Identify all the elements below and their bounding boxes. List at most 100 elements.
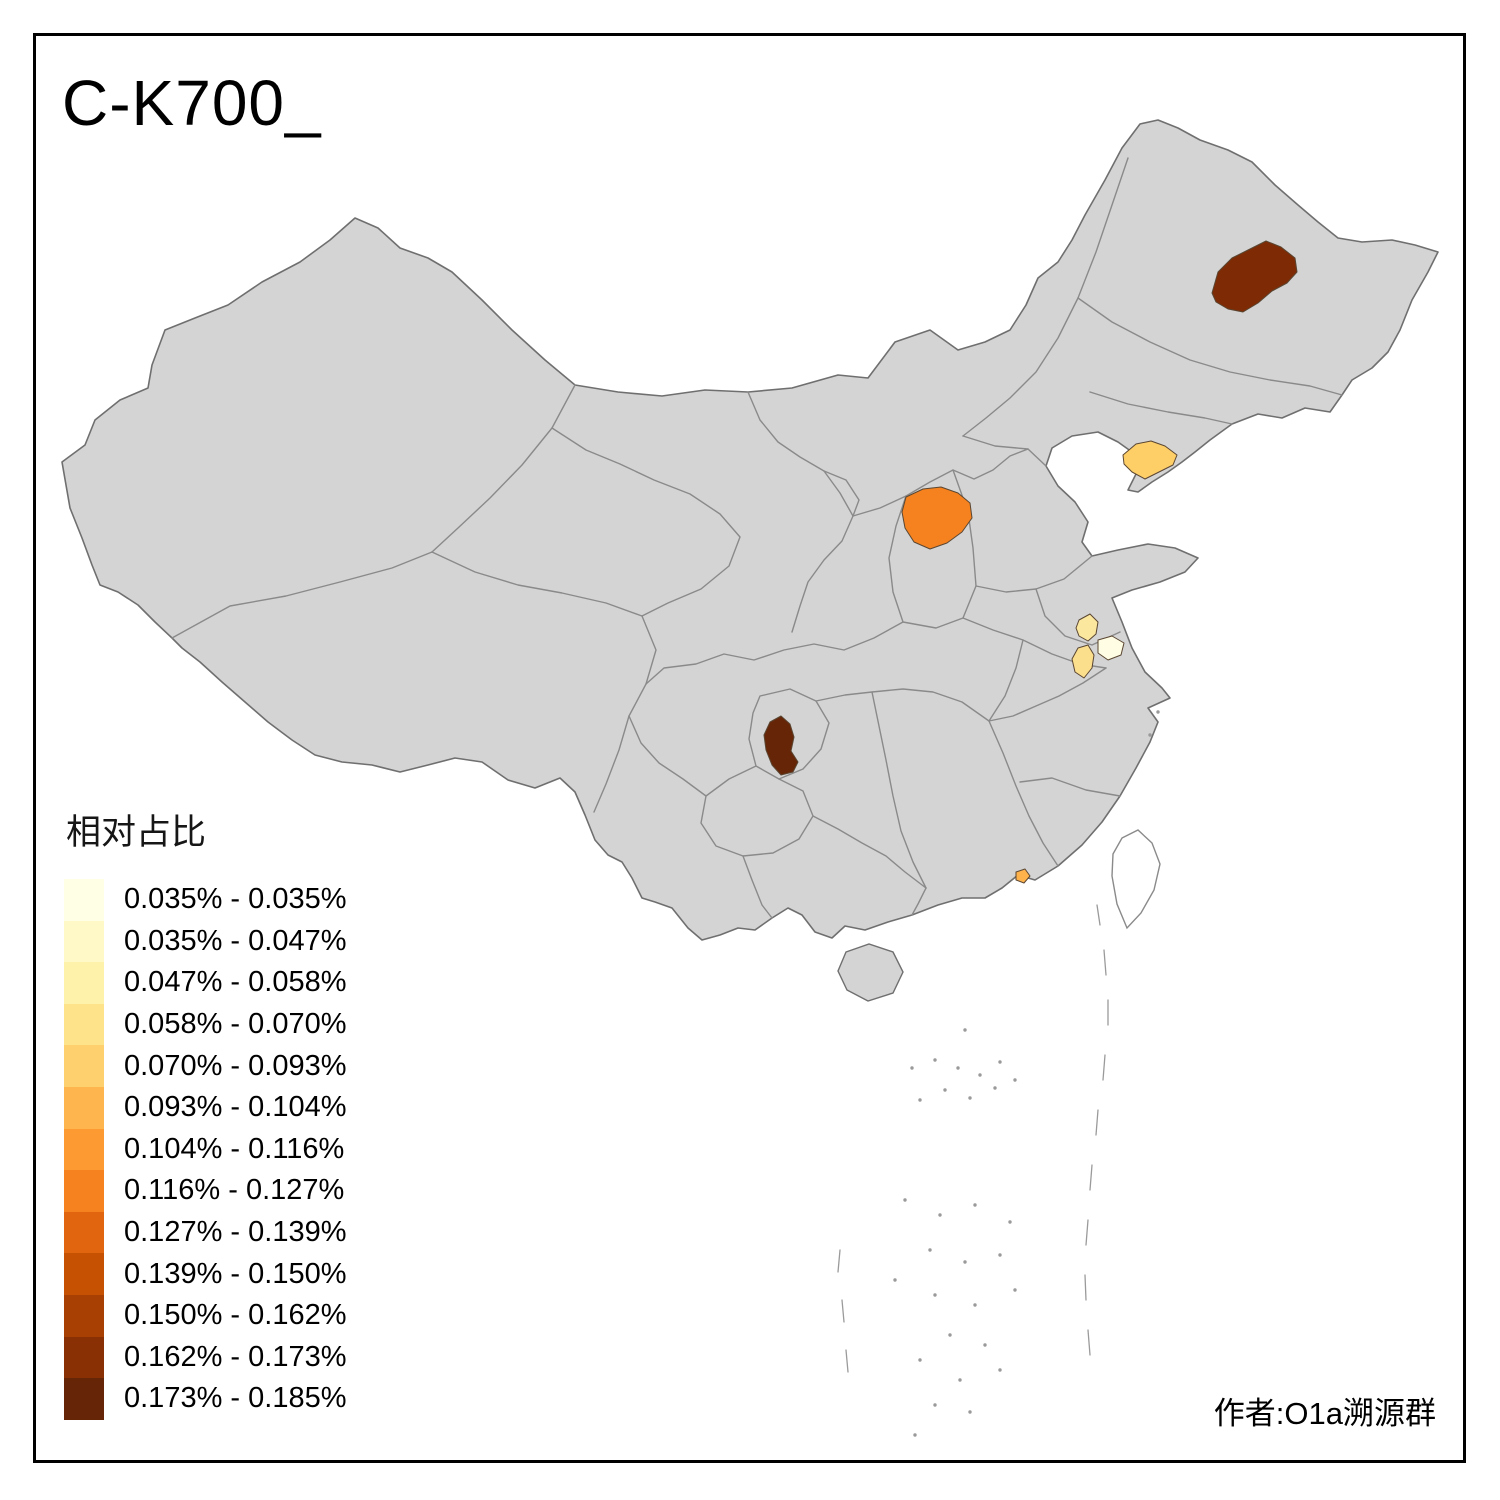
hainan-island <box>837 943 904 1002</box>
province-border <box>962 157 1129 437</box>
sea-boundary-dash <box>837 1249 841 1273</box>
islet <box>933 1058 937 1062</box>
sea-boundary-dash <box>1089 1164 1093 1191</box>
legend-item-label: 0.116% - 0.127% <box>124 1174 345 1207</box>
sea-boundary-dash <box>1085 1219 1089 1246</box>
islet <box>893 1278 897 1282</box>
highlighted-regions <box>763 240 1298 884</box>
legend-swatch <box>64 1170 104 1212</box>
region-highlight-shanxi <box>901 486 973 550</box>
province-border <box>812 815 927 889</box>
legend-item: 0.162% - 0.173% <box>64 1336 346 1379</box>
islet <box>998 1368 1002 1372</box>
province-border <box>748 688 830 780</box>
sea-boundary-dash <box>1103 949 1107 976</box>
islet <box>938 1213 942 1217</box>
province-border <box>551 427 741 617</box>
province-border <box>988 639 1024 722</box>
legend-swatch <box>64 1003 104 1046</box>
province-border <box>1077 297 1343 396</box>
islet <box>918 1098 922 1102</box>
legend-swatch <box>64 1045 104 1087</box>
legend-item-label: 0.070% - 0.093% <box>124 1049 347 1082</box>
region-highlight-guangdong-coast <box>1015 868 1031 884</box>
legend-title: 相对占比 <box>66 813 207 852</box>
islet <box>903 1198 907 1202</box>
province-border <box>645 621 904 685</box>
province-borders <box>171 157 1343 919</box>
legend-item: 0.104% - 0.116% <box>64 1128 346 1171</box>
islet <box>1008 1220 1012 1224</box>
province-border <box>628 715 707 797</box>
province-border <box>171 551 433 639</box>
islet <box>963 1028 967 1032</box>
province-border <box>988 667 1107 722</box>
islet <box>963 1260 967 1264</box>
legend-item-label: 0.047% - 0.058% <box>124 966 347 999</box>
islet <box>943 1088 947 1092</box>
islet <box>993 1086 997 1090</box>
province-border <box>1089 391 1233 425</box>
legend-swatch <box>64 1128 104 1171</box>
province-border <box>742 855 773 919</box>
sea-boundary-dash <box>1102 1054 1106 1081</box>
legend-item: 0.035% - 0.035% <box>64 879 346 921</box>
province-border <box>823 470 860 517</box>
province-border <box>852 448 1047 517</box>
region-highlight-liaodong-peninsula <box>1122 440 1178 480</box>
legend-item: 0.116% - 0.127% <box>64 1170 346 1212</box>
province-border <box>431 551 643 617</box>
legend-item-label: 0.093% - 0.104% <box>124 1091 347 1124</box>
legend-item: 0.093% - 0.104% <box>64 1086 347 1129</box>
legend: 相对占比 0.035% - 0.035% 0.035% - 0.047% 0.0… <box>64 804 346 1420</box>
islet <box>910 1066 914 1070</box>
islet <box>968 1410 972 1414</box>
sea-boundary-dash <box>1095 1109 1099 1136</box>
region-highlight-jiangsu-south <box>1071 644 1095 679</box>
sea-boundary-dash <box>1084 1274 1087 1301</box>
region-highlight-jiangsu-east <box>1097 635 1125 661</box>
province-border <box>888 469 977 629</box>
legend-swatch <box>64 1086 104 1129</box>
legend-swatch <box>64 1253 104 1295</box>
islet <box>1013 1078 1017 1082</box>
islet <box>983 1343 987 1347</box>
islet <box>928 1248 932 1252</box>
islet <box>918 1358 922 1362</box>
south-china-sea-islands <box>837 710 1160 1437</box>
islet <box>933 1293 937 1297</box>
legend-item: 0.139% - 0.150% <box>64 1253 346 1295</box>
legend-swatch <box>64 1378 104 1420</box>
legend-swatch <box>64 879 104 921</box>
legend-item: 0.070% - 0.093% <box>64 1045 346 1087</box>
islet <box>998 1060 1002 1064</box>
attribution-text: 作者:O1a溯源群 <box>1213 1396 1436 1431</box>
province-border <box>747 391 854 633</box>
sea-boundary-dash <box>1087 1329 1091 1356</box>
legend-swatch <box>64 962 104 1004</box>
province-border <box>962 435 1029 450</box>
legend-item: 0.127% - 0.139% <box>64 1211 346 1254</box>
legend-item: 0.058% - 0.070% <box>64 1003 346 1046</box>
sea-boundary-dash <box>845 1349 849 1373</box>
legend-item: 0.047% - 0.058% <box>64 962 346 1004</box>
sea-boundary-dash <box>1096 904 1101 926</box>
sea-boundary-dash <box>841 1299 845 1323</box>
legend-item-label: 0.035% - 0.035% <box>124 883 347 916</box>
province-border <box>1019 777 1121 797</box>
islet <box>998 1253 1002 1257</box>
province-border <box>431 384 576 553</box>
islet <box>1148 733 1152 737</box>
islet <box>948 1333 952 1337</box>
page-title: C-K700_ <box>62 67 322 139</box>
province-border <box>988 720 1059 867</box>
legend-swatch <box>64 1294 104 1337</box>
islet <box>1156 710 1160 714</box>
region-highlight-jiangsu-north <box>1075 613 1099 642</box>
islet <box>968 1096 972 1100</box>
legend-item-label: 0.139% - 0.150% <box>124 1257 347 1290</box>
taiwan-island <box>1111 829 1161 930</box>
region-highlight-northeast <box>1211 240 1298 313</box>
legend-item-label: 0.150% - 0.162% <box>124 1299 347 1332</box>
legend-item-label: 0.173% - 0.185% <box>124 1382 347 1415</box>
